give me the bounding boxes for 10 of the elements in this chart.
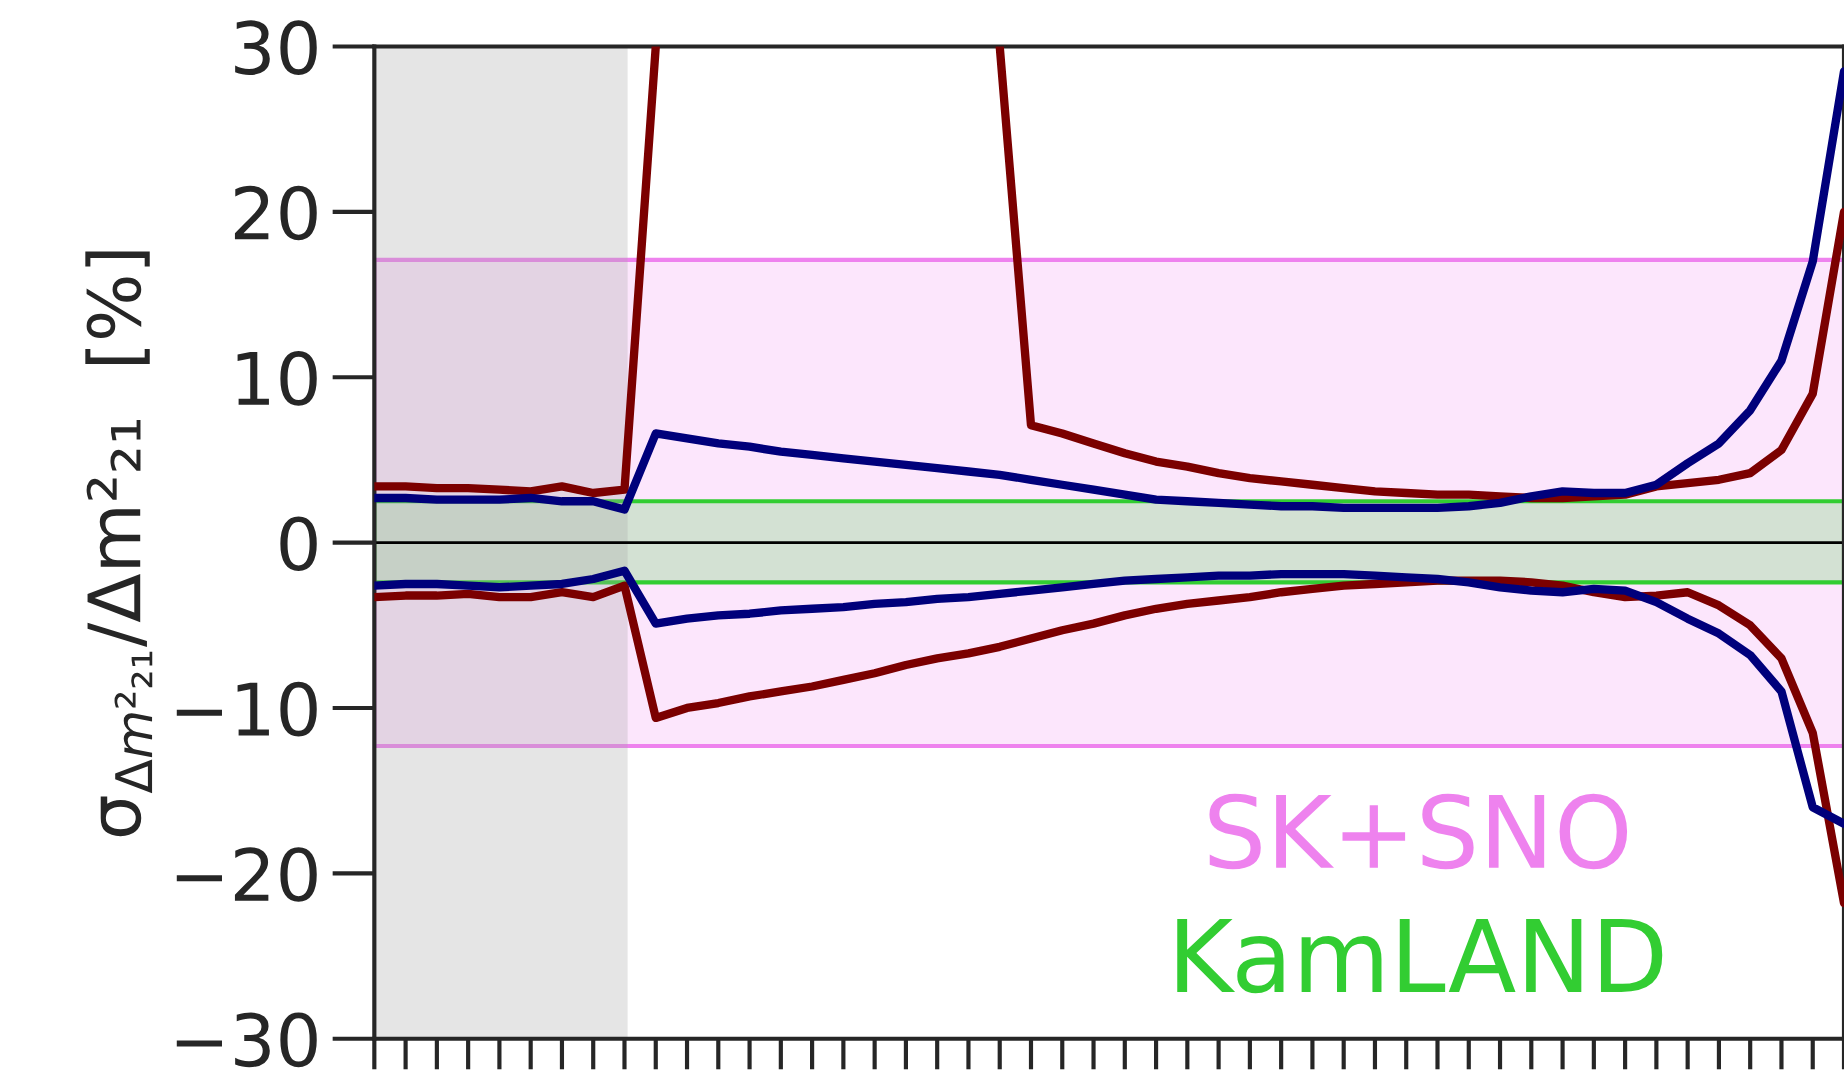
y-tick-label: −20 [176,847,317,902]
y-tick-label: 10 [237,351,317,406]
annotation: KamLAND [1177,918,1663,994]
y-tick-label: −30 [176,1012,317,1068]
y-tick-label: 0 [280,516,317,572]
y-tick-label: 30 [235,20,317,75]
y-axis-title: σ$_{Δm²₂₁}$/Δm²₂₁ [%] [85,251,153,837]
y-tick-label: 20 [234,185,317,241]
y-tick-label: −10 [176,681,317,737]
annotation: SK+SNO [1209,793,1628,870]
